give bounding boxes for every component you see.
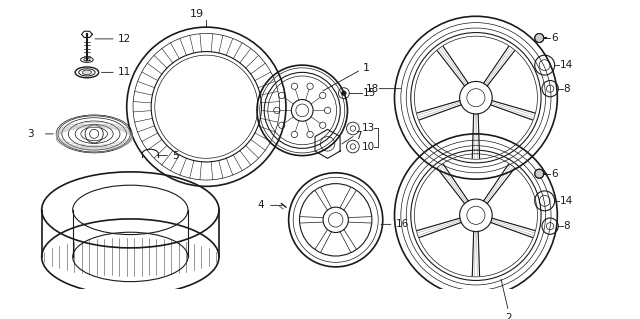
Text: 16: 16 bbox=[396, 219, 409, 229]
Text: 13: 13 bbox=[362, 123, 375, 133]
Text: 14: 14 bbox=[560, 60, 573, 70]
Text: 19: 19 bbox=[190, 10, 204, 19]
Text: 6: 6 bbox=[551, 33, 557, 43]
Text: 3: 3 bbox=[27, 129, 33, 139]
Text: 18: 18 bbox=[365, 84, 379, 94]
Text: 14: 14 bbox=[560, 196, 573, 206]
Text: 8: 8 bbox=[564, 84, 570, 94]
Text: 8: 8 bbox=[564, 221, 570, 231]
Text: 2: 2 bbox=[505, 314, 511, 319]
Circle shape bbox=[535, 169, 544, 178]
Circle shape bbox=[535, 33, 544, 42]
Text: 15: 15 bbox=[363, 88, 376, 98]
Text: 1: 1 bbox=[363, 63, 370, 73]
Circle shape bbox=[342, 91, 346, 95]
Text: 4: 4 bbox=[258, 200, 264, 210]
Ellipse shape bbox=[83, 70, 92, 75]
Text: 7: 7 bbox=[355, 131, 362, 141]
Text: 12: 12 bbox=[118, 34, 131, 44]
Text: 10: 10 bbox=[362, 142, 375, 152]
Text: 5: 5 bbox=[172, 151, 179, 160]
Text: 6: 6 bbox=[551, 169, 557, 179]
Text: 11: 11 bbox=[118, 67, 131, 78]
